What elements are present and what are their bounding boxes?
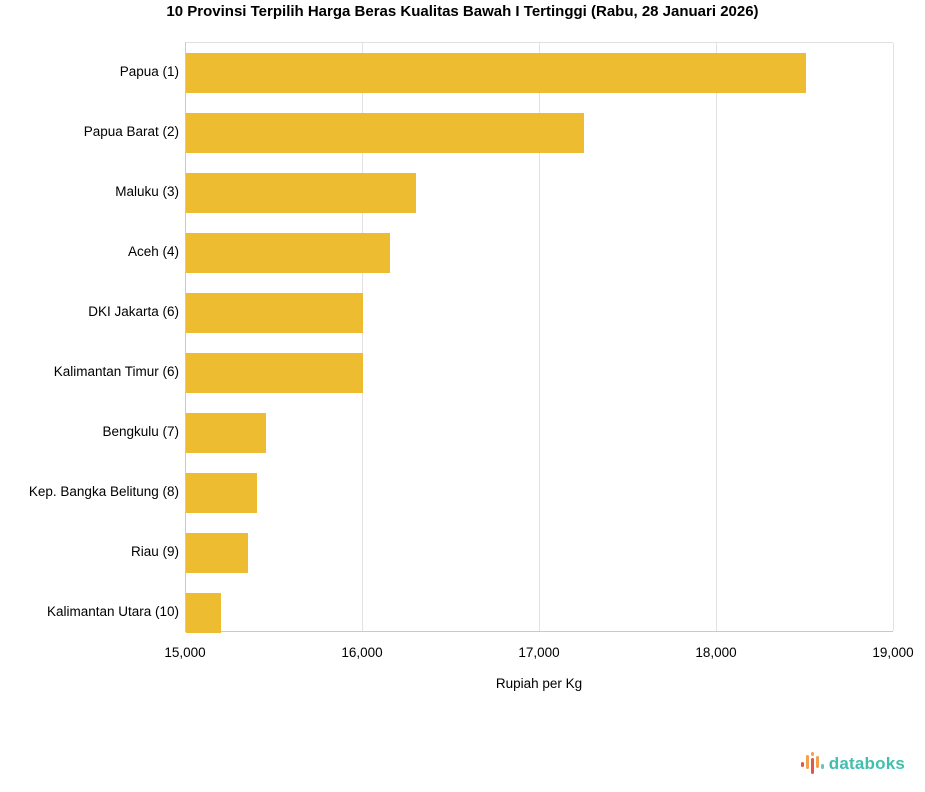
- y-axis-label-7: Bengkulu (7): [102, 423, 179, 439]
- bar-10: [186, 592, 222, 633]
- chart-title: 10 Provinsi Terpilih Harga Beras Kualita…: [166, 3, 759, 20]
- databoks-logo-icon: [800, 752, 825, 776]
- y-axis-label-1: Papua (1): [119, 63, 179, 79]
- bar-6: [186, 352, 363, 393]
- x-tick-label-18000: 18,000: [695, 645, 737, 660]
- y-axis-label-5: DKI Jakarta (6): [88, 303, 179, 319]
- bar-3: [186, 172, 417, 213]
- gridline-17000: [539, 43, 540, 631]
- gridline-19000: [893, 43, 894, 631]
- bar-8: [186, 472, 257, 513]
- y-axis-label-9: Riau (9): [130, 543, 179, 559]
- bar-2: [186, 112, 585, 153]
- x-tick-label-19000: 19,000: [872, 645, 914, 660]
- x-tick-label-17000: 17,000: [518, 645, 560, 660]
- logo-bar-3-dot: [810, 752, 815, 756]
- x-tick-label-16000: 16,000: [341, 645, 383, 660]
- plot-area: [185, 42, 894, 633]
- y-axis-label-8: Kep. Bangka Belitung (8): [28, 483, 179, 499]
- y-axis-label-3: Maluku (3): [115, 183, 179, 199]
- logo-bar-1: [800, 762, 805, 767]
- y-axis-label-2: Papua Barat (2): [83, 123, 179, 139]
- brand-name: databoks: [828, 754, 905, 773]
- logo-bar-4: [815, 756, 820, 768]
- y-axis-label-6: Kalimantan Timur (6): [53, 363, 179, 379]
- bar-7: [186, 412, 266, 453]
- logo-bar-5: [820, 764, 825, 769]
- x-tick-label-15000: 15,000: [164, 645, 206, 660]
- x-axis-title: Rupiah per Kg: [495, 676, 583, 691]
- logo-bar-2: [805, 755, 810, 769]
- bar-9: [186, 532, 248, 573]
- brand-footer: databoks: [800, 751, 905, 777]
- bar-1: [186, 52, 806, 93]
- bar-5: [186, 292, 363, 333]
- gridline-18000: [716, 43, 717, 631]
- gridline-16000: [362, 43, 363, 631]
- y-axis-label-10: Kalimantan Utara (10): [46, 603, 179, 619]
- y-axis-label-4: Aceh (4): [127, 243, 179, 259]
- bar-4: [186, 232, 390, 273]
- logo-bar-3: [810, 757, 815, 774]
